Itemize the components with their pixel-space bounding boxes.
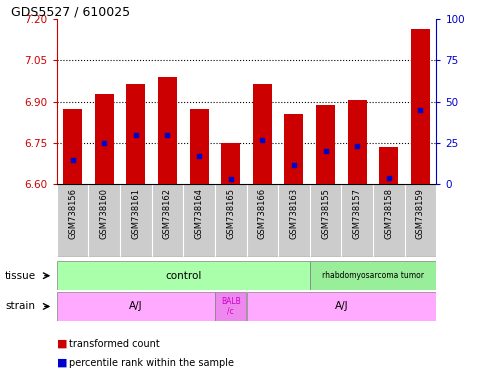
Bar bbox=[215, 292, 246, 321]
Text: GDS5527 / 610025: GDS5527 / 610025 bbox=[11, 5, 130, 18]
Text: A/J: A/J bbox=[129, 301, 142, 311]
Text: GSM738165: GSM738165 bbox=[226, 188, 235, 239]
Bar bbox=[95, 94, 113, 184]
Text: GSM738161: GSM738161 bbox=[131, 188, 141, 239]
Text: transformed count: transformed count bbox=[69, 339, 160, 349]
Text: GSM738162: GSM738162 bbox=[163, 188, 172, 239]
Bar bbox=[316, 104, 335, 184]
Bar bbox=[158, 77, 177, 184]
Bar bbox=[348, 100, 367, 184]
Bar bbox=[221, 143, 240, 184]
Bar bbox=[411, 29, 430, 184]
Bar bbox=[63, 109, 82, 184]
Text: GSM738159: GSM738159 bbox=[416, 188, 425, 239]
Text: A/J: A/J bbox=[335, 301, 348, 311]
Bar bbox=[57, 261, 310, 290]
Bar bbox=[380, 147, 398, 184]
Text: GSM738157: GSM738157 bbox=[352, 188, 362, 239]
Text: tissue: tissue bbox=[5, 271, 36, 281]
Text: GSM738158: GSM738158 bbox=[385, 188, 393, 239]
Text: control: control bbox=[165, 270, 202, 281]
Text: ■: ■ bbox=[57, 339, 67, 349]
Bar bbox=[126, 84, 145, 184]
Text: ■: ■ bbox=[57, 358, 67, 368]
Bar bbox=[284, 114, 304, 184]
Text: GSM738166: GSM738166 bbox=[258, 188, 267, 239]
Text: strain: strain bbox=[5, 301, 35, 311]
Text: GSM738155: GSM738155 bbox=[321, 188, 330, 239]
Text: GSM738163: GSM738163 bbox=[289, 188, 298, 239]
Text: GSM738164: GSM738164 bbox=[195, 188, 204, 239]
Bar bbox=[253, 84, 272, 184]
Text: GSM738156: GSM738156 bbox=[68, 188, 77, 239]
Bar bbox=[189, 109, 209, 184]
Bar bbox=[57, 292, 215, 321]
Text: percentile rank within the sample: percentile rank within the sample bbox=[69, 358, 234, 368]
Bar bbox=[246, 292, 436, 321]
Text: BALB
/c: BALB /c bbox=[221, 296, 241, 316]
Text: GSM738160: GSM738160 bbox=[100, 188, 108, 239]
Bar bbox=[310, 261, 436, 290]
Text: rhabdomyosarcoma tumor: rhabdomyosarcoma tumor bbox=[322, 271, 424, 280]
